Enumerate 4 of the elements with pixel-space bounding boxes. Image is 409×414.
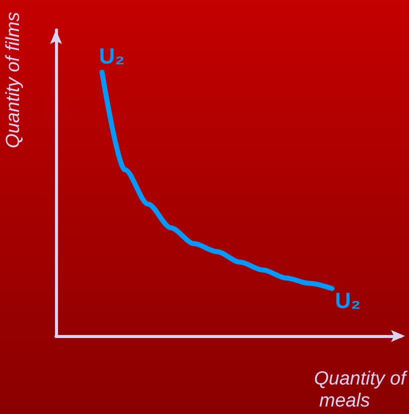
text: U₂ (99, 44, 125, 69)
annotation: U₂ (335, 288, 361, 314)
x-axis-title: Quantity of meals (314, 368, 408, 412)
y-axis-title: Quantity of films (3, 12, 24, 148)
